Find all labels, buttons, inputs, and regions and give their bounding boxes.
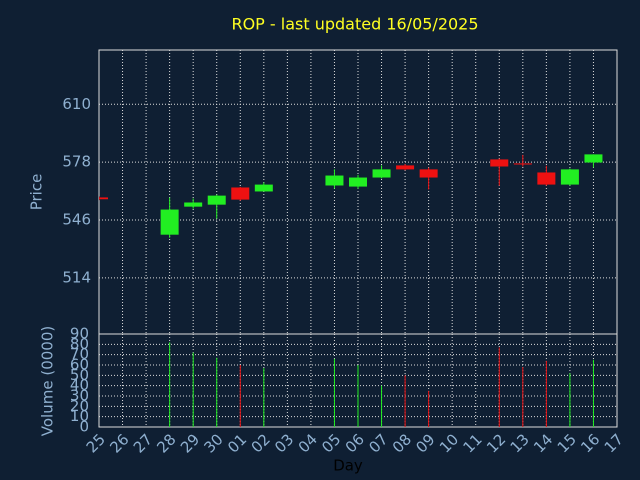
x-tick-label: 13 [507,430,533,456]
x-tick-label: 14 [530,430,556,456]
candle-body [396,165,415,170]
y-tick-label: 546 [62,211,91,229]
y-tick-label: 514 [62,268,91,286]
x-tick-label: 10 [436,430,462,456]
x-tick-label: 08 [389,430,415,456]
x-tick-label: 30 [201,430,227,456]
x-tick-label: 11 [460,430,486,456]
candle-body [207,195,226,205]
candle-body [325,175,344,186]
candle-body [184,202,203,207]
y-tick-label: 610 [62,95,91,113]
candle-body [584,154,603,163]
x-tick-label: 16 [577,430,603,456]
x-tick-label: 03 [271,430,297,456]
x-tick-label: 26 [106,430,132,456]
candle-body [513,163,532,165]
x-tick-label: 27 [130,430,156,456]
volume-tick-label: 10 [70,407,89,425]
y-tick-label: 578 [62,153,91,171]
volume-tick-label: 40 [70,376,89,394]
volume-tick-label: 30 [70,387,89,405]
volume-tick-label: 80 [70,335,89,353]
candle-body [349,177,367,187]
x-tick-label: 04 [295,430,321,456]
candle-body [490,159,509,167]
candle-body [99,197,108,200]
chart-title: ROP - last updated 16/05/2025 [231,15,478,34]
volume-tick-label: 90 [70,325,89,343]
y-axis-label: Price [28,174,46,211]
volume-tick-label: 0 [79,418,89,436]
volume-tick-label: 60 [70,356,89,374]
x-tick-label: 05 [318,430,344,456]
x-tick-label: 15 [554,430,580,456]
volume-tick-label: 50 [70,366,89,384]
candle-body [160,209,179,235]
x-tick-label: 09 [412,430,438,456]
candle-body [419,169,438,178]
x-tick-label: 06 [342,430,368,456]
candle-body [537,172,556,185]
volume-axis-label: Volume (0000) [39,326,57,436]
candle-body [231,187,250,200]
x-tick-label: 01 [224,430,250,456]
x-tick-label: 17 [601,430,627,456]
candle-body [372,169,391,178]
x-tick-label: 28 [153,430,179,456]
candle-body [560,169,579,185]
x-tick-label: 29 [177,430,203,456]
x-tick-label: 12 [483,430,509,456]
candle-body [254,184,273,192]
volume-tick-label: 20 [70,397,89,415]
x-tick-label: 02 [248,430,274,456]
volume-tick-label: 70 [70,345,89,363]
x-tick-label: 07 [365,430,391,456]
x-axis-label: Day [333,457,363,475]
